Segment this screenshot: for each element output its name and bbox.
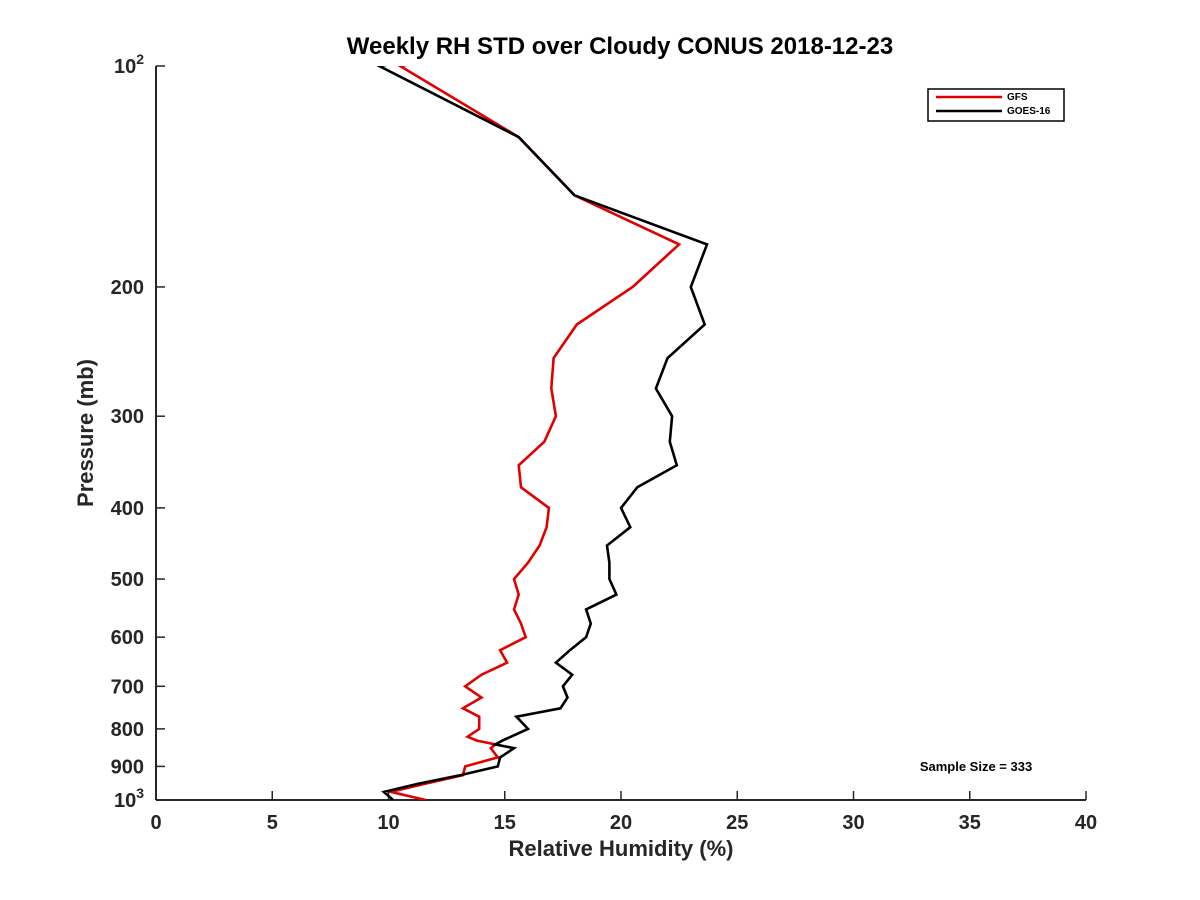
x-axis-ticks: 0 5 10 15 20 25 30 35 40 [150,791,1097,834]
x-tick-label: 30 [842,812,864,834]
sample-size-annotation: Sample Size = 333 [920,759,1032,774]
x-tick-label: 20 [610,812,632,834]
x-axis-label: Relative Humidity (%) [509,836,734,861]
series-line-goes16 [376,66,709,800]
y-tick-label: 200 [111,277,144,299]
series-layer [376,66,709,800]
y-tick-label: 400 [111,498,144,520]
x-tick-label: 35 [959,812,981,834]
y-tick-label: 500 [111,569,144,591]
y-tick-label: 800 [111,719,144,741]
y-tick-base: 10 [114,790,136,812]
y-tick-label: 102 [114,51,144,78]
y-tick-label: 600 [111,627,144,649]
y-tick-label: 700 [111,676,144,698]
x-tick-label: 15 [494,812,516,834]
y-tick-exponent: 2 [136,51,144,67]
legend-label-gfs: GFS [1007,92,1028,103]
chart-title: Weekly RH STD over Cloudy CONUS 2018-12-… [347,33,893,60]
x-tick-label: 5 [267,812,278,834]
legend: GFS GOES-16 [927,88,1065,122]
y-axis-label: Pressure (mb) [73,359,98,507]
x-tick-label: 10 [377,812,399,834]
y-tick-label: 900 [111,756,144,778]
y-tick-exponent: 3 [136,785,144,801]
x-tick-label: 25 [726,812,748,834]
legend-box [927,88,1065,122]
y-tick-label: 300 [111,406,144,428]
legend-label-goes16: GOES-16 [1007,106,1051,117]
series-line-gfs [385,66,682,800]
y-tick-label: 103 [114,785,144,812]
x-tick-label: 40 [1075,812,1097,834]
x-tick-label: 0 [150,812,161,834]
y-tick-base: 10 [114,56,136,78]
